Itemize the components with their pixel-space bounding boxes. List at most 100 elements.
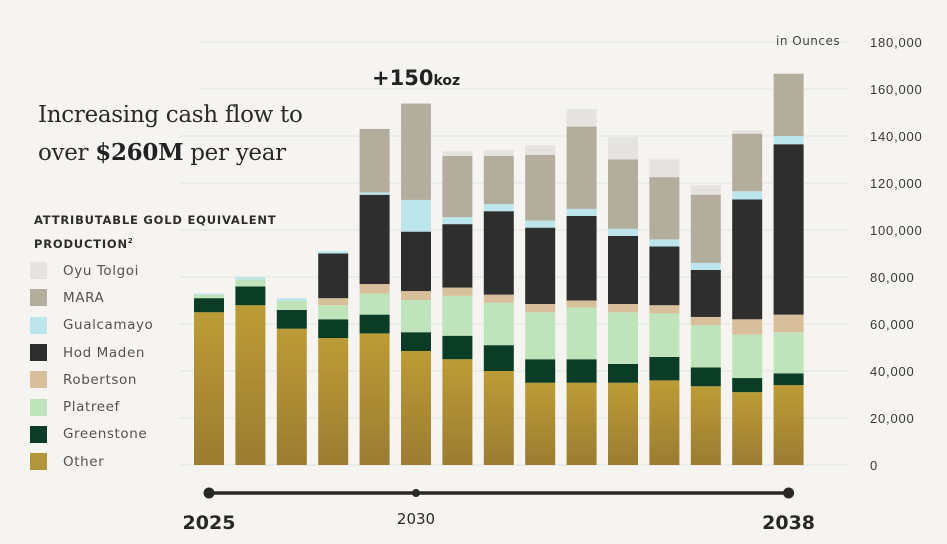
legend-swatch <box>30 344 47 362</box>
bar-segment-platreef <box>649 313 680 357</box>
y-tick-label: 160,000 <box>870 82 923 97</box>
headline-prefix: over <box>38 140 96 166</box>
bar-segment-platreef <box>525 312 556 360</box>
bar-segment-mara <box>608 159 638 229</box>
legend-item: Platreef <box>30 393 153 420</box>
x-tick-label: 2038 <box>762 512 815 534</box>
bar-segment-mara <box>732 133 763 192</box>
bar-segment-greenstone <box>276 309 307 329</box>
legend-swatch <box>30 316 47 334</box>
bar-segment-platreef <box>194 294 224 299</box>
bar-segment-other <box>235 305 266 465</box>
bar-segment-robertson <box>608 304 638 313</box>
bar-segment-gualcamayo <box>732 191 763 200</box>
bar-segment-oyu-tolgoi <box>690 185 721 195</box>
bar-segment-greenstone <box>773 373 804 386</box>
legend-label: MARA <box>63 289 105 306</box>
bar-segment-gualcamayo <box>235 277 266 280</box>
bars <box>194 73 804 465</box>
bar-segment-gualcamayo <box>359 192 390 195</box>
headline-suffix: per year <box>183 140 286 166</box>
y-tick-label: 0 <box>870 458 878 473</box>
bar-segment-robertson <box>732 319 763 335</box>
bar-stack <box>525 145 556 465</box>
bar-segment-hod-maden <box>442 224 473 288</box>
legend-item: Robertson <box>30 366 153 393</box>
unit-label: in Ounces <box>776 34 841 48</box>
bar-segment-greenstone <box>483 345 514 371</box>
bar-stack <box>276 298 307 465</box>
bar-stack <box>773 73 804 465</box>
bar-segment-platreef <box>773 332 804 374</box>
bar-stack <box>359 128 390 465</box>
bar-segment-gualcamayo <box>276 298 307 301</box>
bar-segment-greenstone <box>649 356 680 381</box>
legend-swatch <box>30 262 47 280</box>
bar-segment-oyu-tolgoi <box>483 150 514 156</box>
bar-segment-greenstone <box>732 378 763 393</box>
footnote-marker: 2 <box>127 237 134 245</box>
bar-segment-other <box>442 359 473 465</box>
bar-segment-hod-maden <box>690 269 721 317</box>
bar-segment-greenstone <box>359 314 390 334</box>
bar-segment-greenstone <box>442 335 473 360</box>
legend-swatch <box>30 289 47 307</box>
bar-stack <box>566 108 597 465</box>
bar-segment-mara <box>525 154 556 221</box>
bar-segment-mara <box>649 177 680 240</box>
bar-segment-greenstone <box>194 298 224 313</box>
legend-title-line1: ATTRIBUTABLE GOLD EQUIVALENT <box>34 213 277 227</box>
legend-title-line2: PRODUCTION2 <box>34 231 276 255</box>
bar-segment-platreef <box>401 300 431 333</box>
bar-stack <box>608 137 638 465</box>
bar-segment-robertson <box>401 291 431 301</box>
bar-segment-greenstone <box>318 319 349 339</box>
bar-segment-other <box>525 382 556 465</box>
bar-segment-hod-maden <box>608 235 638 305</box>
headline: Increasing cash flow to over $260M per y… <box>38 96 303 172</box>
bar-segment-oyu-tolgoi <box>732 130 763 134</box>
bar-segment-hod-maden <box>773 144 804 315</box>
bar-segment-hod-maden <box>401 231 431 292</box>
legend-label: Oyu Tolgoi <box>63 262 140 279</box>
y-tick-label: 140,000 <box>870 129 923 144</box>
bar-segment-platreef <box>235 279 266 287</box>
bar-segment-platreef <box>608 312 638 364</box>
bar-segment-mara <box>690 194 721 263</box>
legend-swatch <box>30 398 47 416</box>
bar-segment-gualcamayo <box>525 220 556 228</box>
legend-swatch <box>30 453 47 471</box>
bar-segment-other <box>194 312 224 465</box>
bar-segment-hod-maden <box>525 227 556 305</box>
bar-segment-other <box>732 392 763 465</box>
legend-item: Greenstone <box>30 421 153 448</box>
bar-segment-robertson <box>483 294 514 303</box>
bar-segment-mara <box>773 73 804 136</box>
bar-segment-gualcamayo <box>483 204 514 212</box>
y-tick-label: 80,000 <box>870 270 915 285</box>
legend-title-text: PRODUCTION <box>34 236 128 251</box>
x-tick-label: 2030 <box>397 510 435 528</box>
y-tick-label: 20,000 <box>870 411 915 426</box>
legend-swatch <box>30 371 47 389</box>
bar-segment-platreef <box>732 334 763 379</box>
bar-segment-oyu-tolgoi <box>608 137 638 160</box>
bar-segment-other <box>690 386 721 465</box>
bar-segment-oyu-tolgoi <box>525 145 556 155</box>
y-tick-label: 60,000 <box>870 317 915 332</box>
bar-segment-other <box>608 382 638 465</box>
bar-segment-platreef <box>359 293 390 315</box>
legend-item: Hod Maden <box>30 339 153 366</box>
y-tick-label: 40,000 <box>870 364 915 379</box>
headline-line2: over $260M per year <box>38 134 303 172</box>
bar-segment-other <box>318 338 349 465</box>
bar-segment-mara <box>359 128 390 193</box>
bar-segment-other <box>276 328 307 465</box>
x-tick-label: 2025 <box>183 512 236 534</box>
legend-label: Platreef <box>63 399 120 416</box>
bar-segment-mara <box>483 155 514 205</box>
bar-segment-other <box>483 371 514 465</box>
legend: Oyu Tolgoi MARA Gualcamayo Hod Maden Roberts… <box>30 257 153 475</box>
bar-stack <box>235 277 266 465</box>
